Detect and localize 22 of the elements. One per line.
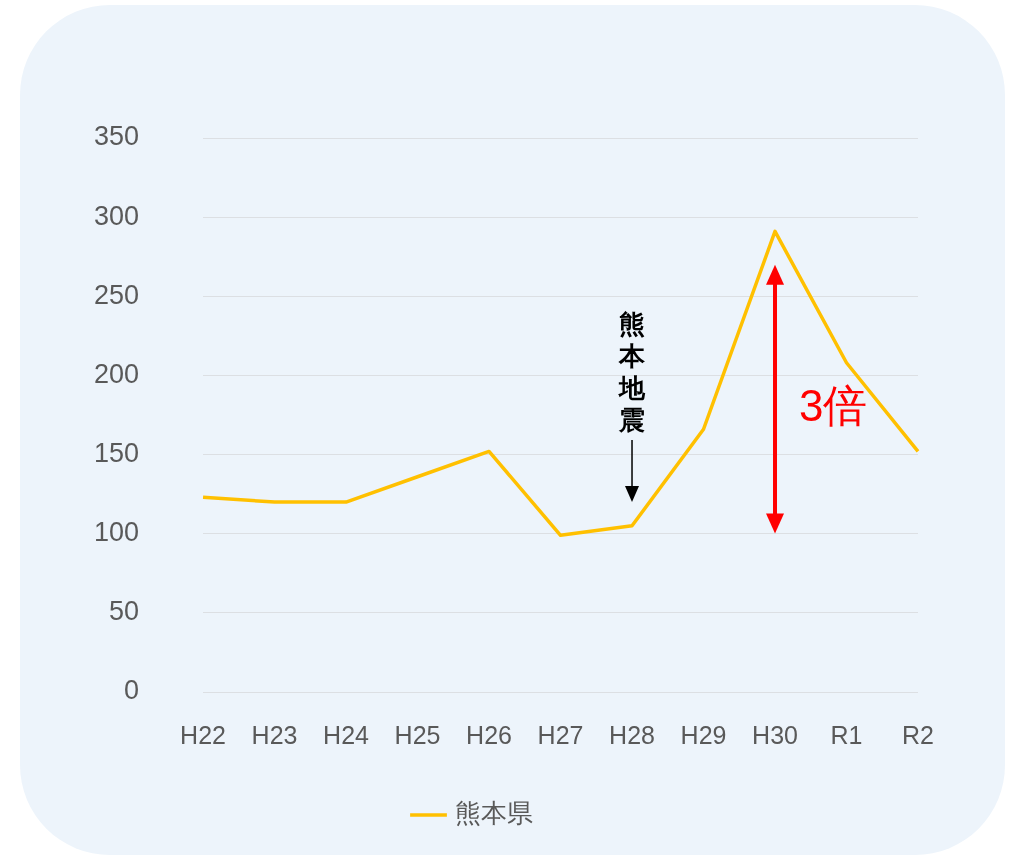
y-tick-label: 200 (93, 358, 140, 389)
y-tick-label: 100 (93, 517, 140, 548)
x-tick-label: R2 (902, 720, 934, 749)
x-tick-label: H28 (609, 720, 655, 749)
x-tick-label: H30 (752, 720, 798, 749)
x-tick-label: H26 (466, 720, 512, 749)
annotation: 3倍 (799, 381, 868, 431)
y-tick-label: 150 (93, 438, 140, 469)
x-tick-label: H23 (251, 720, 298, 749)
x-tick-label: R1 (830, 720, 863, 749)
x-tick-label: H25 (394, 720, 441, 749)
legend-label: 熊本県 (454, 798, 533, 829)
y-tick-label: 350 (93, 121, 140, 152)
y-tick-label: 250 (93, 279, 140, 310)
x-tick-label: H22 (180, 720, 226, 749)
x-tick-label: H24 (323, 720, 370, 749)
x-tick-label: H27 (537, 720, 584, 749)
y-tick-label: 0 (124, 675, 140, 706)
annotation: 熊本地震 (618, 309, 647, 436)
y-tick-label: 300 (93, 200, 140, 231)
x-tick-label: H29 (680, 720, 727, 749)
y-tick-label: 50 (109, 596, 140, 627)
